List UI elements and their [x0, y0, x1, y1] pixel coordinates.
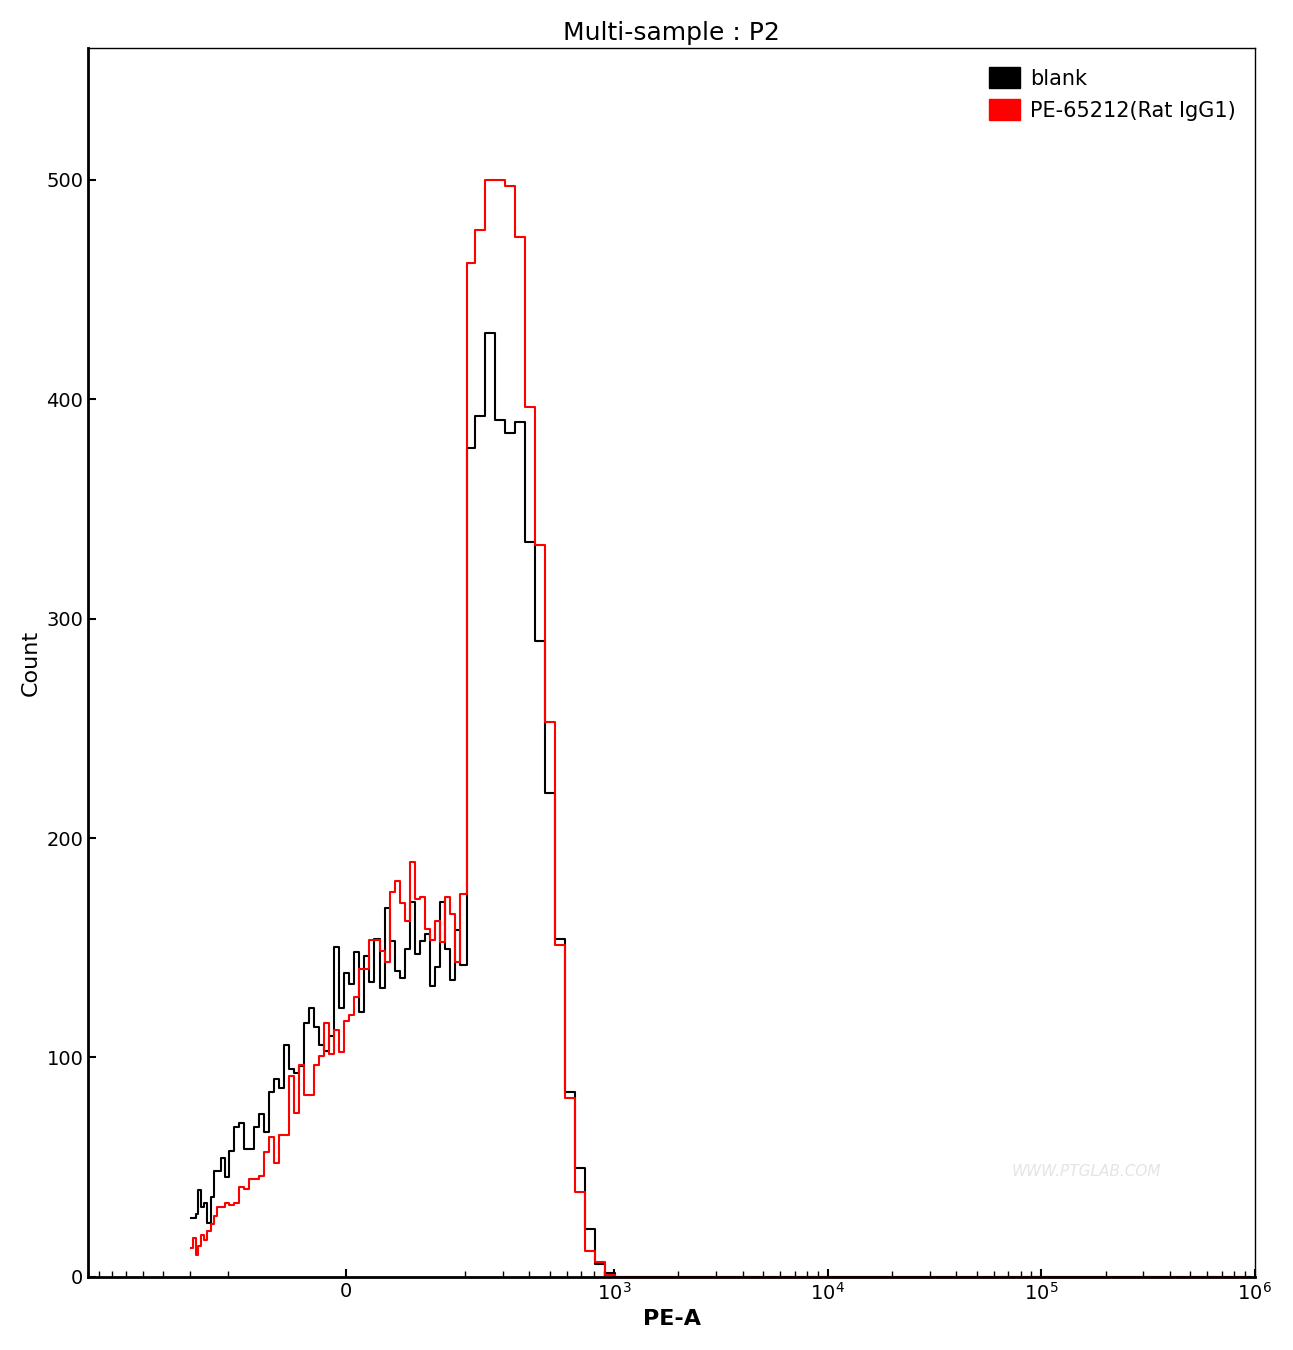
blank [1232, 1269, 1248, 1285]
PE-65212(Rat IgG1) [184, 1241, 199, 1257]
PE-65212(Rat IgG1) [672, 1269, 688, 1285]
Line: blank: blank [191, 333, 1250, 1277]
Y-axis label: Count: Count [21, 629, 41, 695]
blank [184, 1210, 199, 1226]
PE-65212(Rat IgG1) [415, 888, 431, 905]
blank [1243, 1269, 1258, 1285]
blank [415, 933, 431, 949]
Legend: blank, PE-65212(Rat IgG1): blank, PE-65212(Rat IgG1) [980, 58, 1244, 130]
PE-65212(Rat IgG1) [613, 1269, 628, 1285]
Text: WWW.PTGLAB.COM: WWW.PTGLAB.COM [1012, 1164, 1161, 1179]
PE-65212(Rat IgG1) [1232, 1269, 1248, 1285]
PE-65212(Rat IgG1) [1243, 1269, 1258, 1285]
PE-65212(Rat IgG1) [1053, 1269, 1068, 1285]
blank [873, 1269, 888, 1285]
blank [1053, 1269, 1068, 1285]
PE-65212(Rat IgG1) [434, 934, 450, 950]
blank [482, 325, 498, 342]
blank [434, 894, 450, 910]
blank [672, 1269, 688, 1285]
PE-65212(Rat IgG1) [482, 171, 498, 188]
Line: PE-65212(Rat IgG1): PE-65212(Rat IgG1) [191, 180, 1250, 1277]
PE-65212(Rat IgG1) [873, 1269, 888, 1285]
blank [613, 1269, 628, 1285]
X-axis label: PE-A: PE-A [643, 1310, 701, 1330]
Title: Multi-sample : P2: Multi-sample : P2 [562, 20, 780, 45]
